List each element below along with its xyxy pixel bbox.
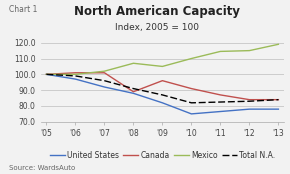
Total N.A. [132, 88, 135, 90]
Mexico [219, 50, 222, 52]
Canada [132, 91, 135, 93]
Mexico [45, 73, 48, 75]
Legend: United States, Canada, Mexico, Total N.A.: United States, Canada, Mexico, Total N.A… [46, 148, 278, 163]
Text: Index, 2005 = 100: Index, 2005 = 100 [115, 23, 199, 32]
Mexico [132, 62, 135, 64]
Mexico [103, 70, 106, 72]
United States [190, 113, 193, 115]
United States [277, 108, 280, 110]
United States [248, 108, 251, 110]
Total N.A. [219, 101, 222, 103]
Total N.A. [45, 73, 48, 75]
Mexico [74, 73, 77, 75]
Line: Total N.A.: Total N.A. [46, 74, 278, 103]
United States [219, 110, 222, 113]
Total N.A. [161, 94, 164, 96]
Canada [277, 99, 280, 101]
Line: Mexico: Mexico [46, 44, 278, 74]
Total N.A. [190, 102, 193, 104]
Total N.A. [74, 75, 77, 77]
Line: United States: United States [46, 74, 278, 114]
Mexico [248, 50, 251, 52]
United States [161, 102, 164, 104]
Canada [219, 94, 222, 96]
Mexico [277, 43, 280, 45]
Canada [103, 72, 106, 74]
Canada [161, 80, 164, 82]
Mexico [161, 65, 164, 68]
Line: Canada: Canada [46, 73, 278, 100]
United States [74, 78, 77, 80]
Canada [190, 88, 193, 90]
Text: North American Capacity: North American Capacity [74, 5, 240, 18]
Canada [248, 99, 251, 101]
Canada [45, 73, 48, 75]
Text: Chart 1: Chart 1 [9, 5, 37, 14]
United States [132, 92, 135, 94]
Total N.A. [248, 100, 251, 102]
United States [45, 73, 48, 75]
United States [103, 86, 106, 88]
Text: Source: WardsAuto: Source: WardsAuto [9, 165, 75, 171]
Total N.A. [277, 99, 280, 101]
Canada [74, 72, 77, 74]
Total N.A. [103, 80, 106, 82]
Mexico [190, 57, 193, 60]
